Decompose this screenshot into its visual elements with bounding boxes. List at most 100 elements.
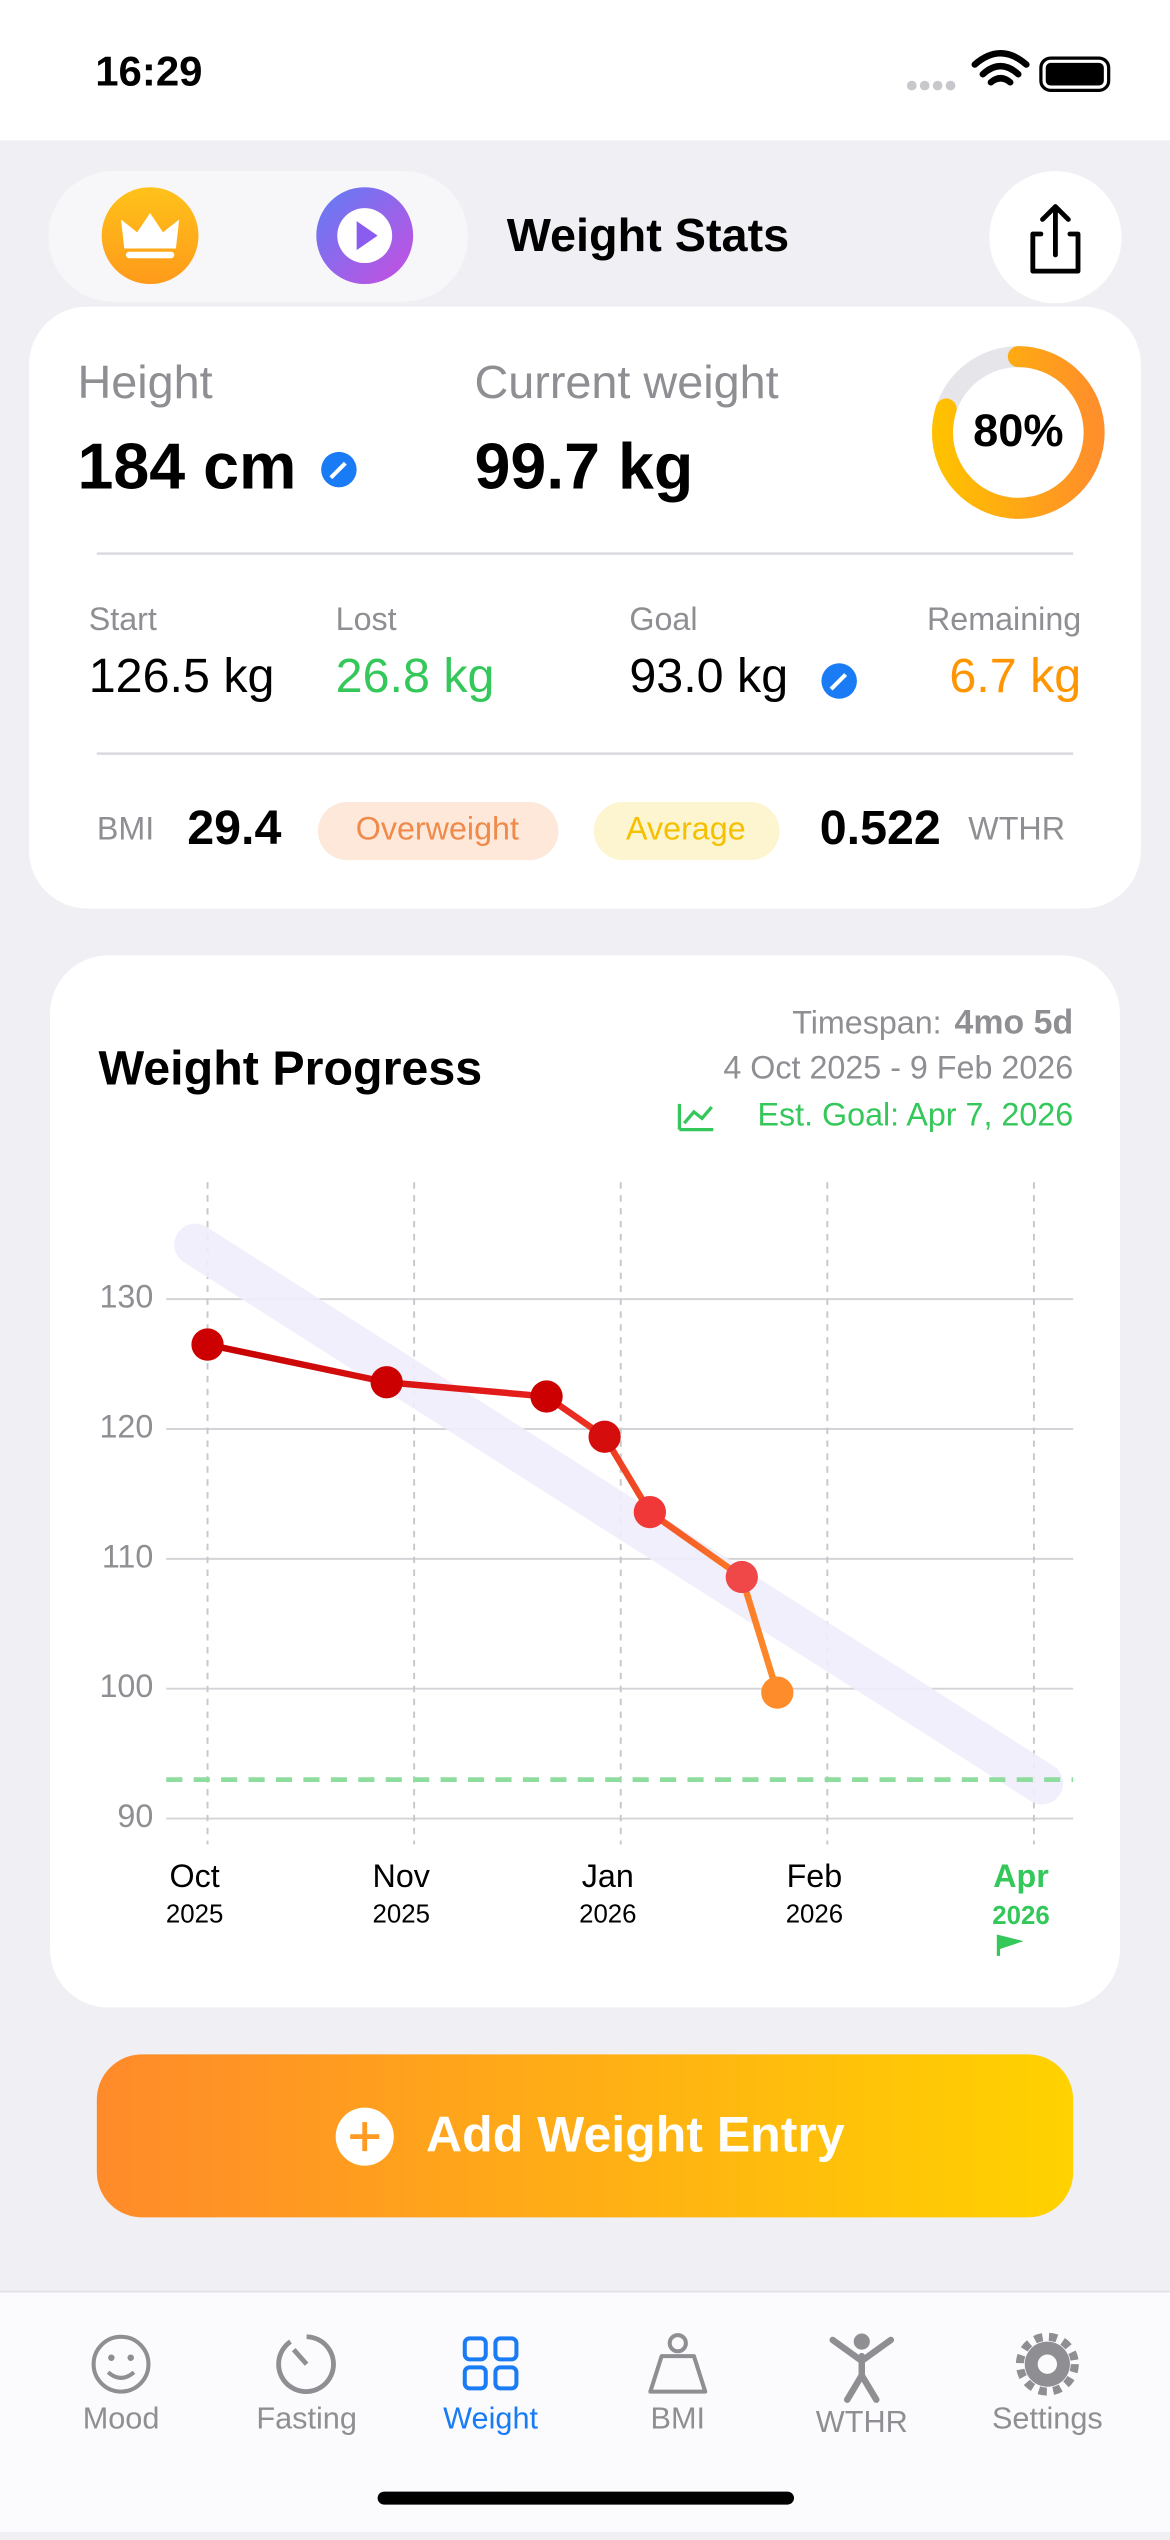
tab-label: Mood: [83, 2402, 160, 2436]
tab-icon-part: [853, 2333, 870, 2350]
stats-card: [29, 306, 1141, 909]
tab-item[interactable]: Mood: [83, 2334, 160, 2436]
x-tick-year: 2025: [166, 1900, 223, 1928]
y-tick-label: 130: [99, 1279, 153, 1315]
share-button[interactable]: [989, 171, 1122, 304]
weight-point: [761, 1676, 794, 1709]
tab-item[interactable]: WTHR: [816, 2333, 908, 2439]
timespan: Timespan: 4mo 5d: [792, 1004, 1073, 1042]
est-goal: Est. Goal: Apr 7, 2026: [757, 1096, 1073, 1132]
tab-icon-part: [91, 2334, 151, 2394]
tab-icon-part: [493, 2336, 519, 2362]
bmi-class: Overweight: [356, 811, 519, 847]
remaining-value: 6.7 kg: [949, 649, 1081, 703]
tab-icon: [91, 2334, 151, 2394]
tab-icon-part: [493, 2365, 519, 2391]
premium-button[interactable]: [101, 187, 199, 285]
button-label: Add Weight Entry: [426, 2106, 845, 2162]
wthr-class: Average: [626, 811, 746, 847]
tab-item[interactable]: Weight: [443, 2336, 539, 2436]
tab-label: WTHR: [816, 2405, 908, 2439]
tab-label: BMI: [651, 2402, 706, 2436]
weight-point: [633, 1495, 666, 1529]
tabs: Mood Fasting Weight BMI WTHR Settings: [83, 2332, 1103, 2439]
tab-icon-part: [291, 2348, 309, 2366]
wthr-class-pill: [593, 802, 780, 861]
tab-label: Settings: [992, 2402, 1103, 2436]
tab-icon-part: [462, 2365, 488, 2391]
battery-level: [1045, 62, 1104, 86]
current-value: 99.7 kg: [474, 430, 693, 502]
tab-item[interactable]: Fasting: [256, 2334, 357, 2436]
height-label: Height: [77, 356, 212, 408]
bmi-class-pill: [317, 802, 559, 861]
tab-icon-part: [127, 2354, 134, 2361]
tab-icon-part: [108, 2354, 115, 2361]
x-tick-year: 2026: [786, 1900, 843, 1928]
timespan-label: Timespan:: [792, 1004, 941, 1040]
date-range: 4 Oct 2025 - 9 Feb 2026: [723, 1049, 1073, 1085]
wifi-icon: [971, 50, 1030, 86]
progress-label: 80%: [973, 405, 1063, 456]
status-bar: [0, 0, 1170, 141]
goal-value: 93.0 kg: [629, 649, 788, 703]
weight-point: [588, 1420, 621, 1453]
tab-item[interactable]: BMI: [648, 2333, 708, 2436]
tab-item[interactable]: Settings: [992, 2332, 1103, 2436]
tab-icon-part: [1037, 2354, 1058, 2374]
battery-icon: [1039, 56, 1111, 92]
y-tick-label: 90: [117, 1798, 153, 1834]
trend-icon: [677, 1103, 714, 1132]
tab-icon-part: [276, 2334, 336, 2395]
tab-icon-part: [462, 2336, 488, 2362]
x-tick-year: 2025: [373, 1900, 430, 1928]
y-tick-label: 100: [99, 1668, 153, 1704]
goal-flag: [996, 1934, 1024, 1956]
tab-icon: [462, 2336, 519, 2391]
video-button[interactable]: [316, 187, 414, 285]
tab-icon: [276, 2334, 336, 2395]
y-tick-label: 120: [99, 1409, 153, 1445]
x-tick-year: 2026: [579, 1900, 636, 1928]
bmi-value: 29.4: [187, 801, 281, 855]
tab-icon: [648, 2333, 708, 2394]
trend-band: [174, 1223, 1064, 1805]
weight-point: [530, 1380, 563, 1413]
tab-icon: [1015, 2332, 1079, 2396]
start-label: Start: [89, 601, 157, 637]
remaining-label: Remaining: [927, 601, 1081, 637]
status-time: 16:29: [95, 47, 202, 94]
tab-icon-part: [829, 2336, 895, 2403]
add-entry-button[interactable]: Add Weight Entry: [96, 2054, 1074, 2218]
tab-icon-part: [106, 2370, 136, 2380]
lost-value: 26.8 kg: [336, 649, 495, 703]
goal-label: Goal: [629, 601, 697, 637]
tab-label: Fasting: [256, 2402, 357, 2436]
weight-point: [725, 1560, 758, 1594]
chart-title: Weight Progress: [98, 1041, 482, 1095]
signal-icon: [906, 80, 956, 91]
weight-point: [370, 1366, 403, 1399]
tab-icon-part: [1015, 2332, 1079, 2396]
timespan-value: 4mo 5d: [955, 1004, 1074, 1042]
x-tick-label: Feb: [787, 1858, 843, 1894]
plot-area: 90 100 110 120 130 Oct 2025 Nov 2025 Jan 2026 Feb 20…: [99, 1182, 1074, 1956]
home-indicator: [377, 2491, 794, 2505]
weight-point: [191, 1328, 224, 1361]
edit-height-button[interactable]: [321, 451, 357, 488]
x-tick-year: 2026: [992, 1902, 1049, 1930]
wthr-value: 0.522: [820, 801, 941, 855]
edit-goal-button[interactable]: [821, 663, 857, 699]
x-tick-label: Nov: [373, 1858, 431, 1894]
tab-label: Weight: [443, 2402, 538, 2436]
tab-icon-part: [648, 2354, 708, 2394]
bmi-label: BMI: [97, 811, 154, 847]
y-tick-label: 110: [102, 1538, 153, 1574]
tab-icon-part: [667, 2333, 688, 2354]
start-value: 126.5 kg: [89, 649, 275, 703]
x-tick-label: Jan: [582, 1858, 634, 1894]
current-label: Current weight: [474, 356, 778, 408]
x-tick-label: Oct: [170, 1858, 220, 1894]
